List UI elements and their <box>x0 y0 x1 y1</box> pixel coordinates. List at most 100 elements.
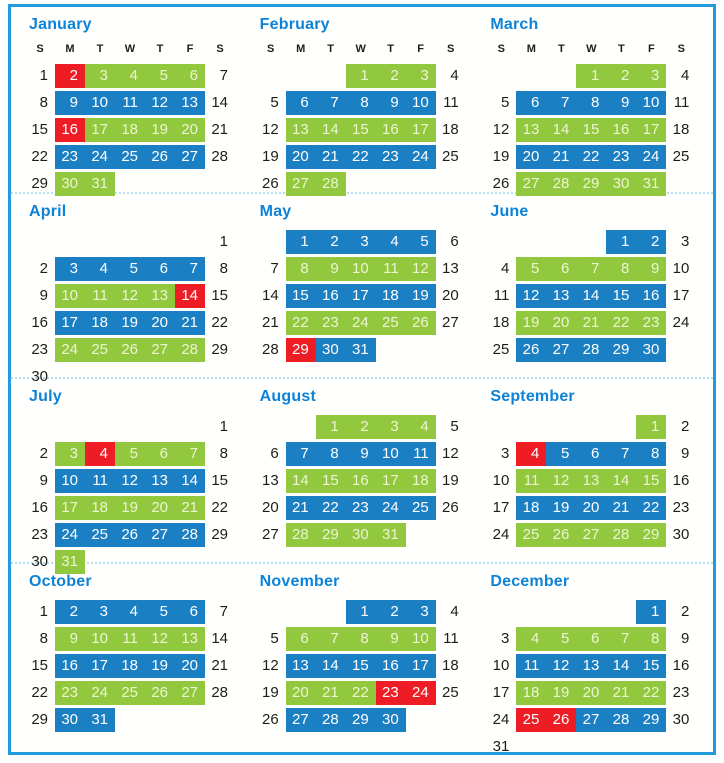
week-row: 26 27 28 29 30 31 <box>486 172 713 199</box>
weekday-label: T <box>327 43 335 55</box>
day-cell: 24 <box>405 681 436 705</box>
weeks-grid: 1 2 3 4 5 6 7 8 9 10 11 12 13 14 15 16 17 18 19 20 21 22 23 24 2… <box>25 64 252 199</box>
weeks-grid: 1 2 3 4 5 6 7 8 9 10 11 12 13 14 15 16 17 18 19 20 21 22 23 24 2… <box>25 600 252 735</box>
day-cell: 8 <box>345 91 376 115</box>
day-cell: 5 <box>546 442 577 466</box>
day-cell: 28 <box>315 172 346 196</box>
week-row: 23 24 25 26 27 28 29 <box>25 338 252 365</box>
day-cell: 3 <box>405 600 436 624</box>
day-cell: 6 <box>576 627 607 651</box>
week-row: 4 5 6 7 8 9 10 <box>486 257 713 284</box>
day-cell: 17 <box>492 499 510 516</box>
day-cell: 21 <box>175 496 205 520</box>
day-cell: 26 <box>405 311 436 335</box>
day-cell: 3 <box>501 445 510 462</box>
day-cell: 15 <box>345 654 376 678</box>
day-cell: 5 <box>450 418 459 435</box>
day-cell: 30 <box>345 523 376 547</box>
day-cell: 2 <box>636 230 667 254</box>
week-row: 22 23 24 25 26 27 28 <box>25 681 252 708</box>
day-cell: 11 <box>115 91 145 115</box>
weekday-label: S <box>447 43 455 55</box>
day-cell: 29 <box>345 708 376 732</box>
day-cell: 26 <box>546 523 577 547</box>
empty-cell <box>286 415 316 439</box>
day-cell: 23 <box>55 145 85 169</box>
week-row: 21 22 23 24 25 26 27 <box>256 311 483 338</box>
day-cell: 1 <box>636 415 667 439</box>
day-cell: 15 <box>31 121 48 138</box>
day-cell: 4 <box>375 230 406 254</box>
weekday-label: T <box>96 43 104 55</box>
day-cell: 10 <box>345 257 376 281</box>
day-cell: 1 <box>576 64 607 88</box>
week-row: 17 18 19 20 21 22 23 <box>486 496 713 523</box>
day-cell: 16 <box>375 118 406 142</box>
week-row: 1 <box>25 415 252 442</box>
day-cell: 4 <box>115 64 145 88</box>
month-title: November <box>259 573 340 590</box>
day-cell: 11 <box>443 630 459 647</box>
day-cell: 6 <box>175 600 205 624</box>
month-june: June 1 2 3 4 5 6 7 8 9 10 11 12 13 14 15 16 17 18 19 20 21 22… <box>482 194 713 377</box>
day-cell: 2 <box>375 600 406 624</box>
day-cell: 22 <box>31 148 48 165</box>
day-cell: 25 <box>441 148 459 165</box>
day-cell: 17 <box>405 654 436 678</box>
day-cell: 22 <box>315 496 346 520</box>
day-cell: 24 <box>85 681 115 705</box>
day-cell: 1 <box>219 233 228 250</box>
week-row: 9 10 11 12 13 14 15 <box>25 284 252 311</box>
day-cell: 5 <box>501 94 510 111</box>
empty-cell <box>145 230 175 254</box>
week-row: 30 <box>25 365 252 392</box>
day-cell: 20 <box>145 311 175 335</box>
day-cell: 14 <box>261 287 279 304</box>
week-row: 26 27 28 <box>256 172 483 199</box>
day-cell: 11 <box>85 469 115 493</box>
empty-cell <box>286 600 316 624</box>
day-cell: 12 <box>546 469 577 493</box>
week-row: 24 25 26 27 28 29 30 <box>486 523 713 550</box>
week-row: 12 13 14 15 16 17 18 <box>256 118 483 145</box>
day-cell: 27 <box>576 708 607 732</box>
day-cell: 25 <box>672 148 690 165</box>
day-cell: 2 <box>681 603 690 620</box>
day-cell: 20 <box>175 654 205 678</box>
day-cell: 19 <box>145 654 175 678</box>
day-cell: 12 <box>516 284 547 308</box>
day-cell: 5 <box>145 600 175 624</box>
day-cell: 12 <box>261 657 279 674</box>
day-cell: 26 <box>145 681 175 705</box>
day-cell: 17 <box>345 284 376 308</box>
day-cell: 14 <box>576 284 607 308</box>
day-cell: 26 <box>261 711 279 728</box>
day-cell: 13 <box>175 91 205 115</box>
day-cell: 13 <box>516 118 547 142</box>
day-cell: 25 <box>441 684 459 701</box>
month-title: July <box>29 388 62 405</box>
weekday-label: M <box>526 43 536 55</box>
day-cell: 21 <box>315 145 346 169</box>
day-cell: 3 <box>85 600 115 624</box>
day-cell: 1 <box>39 67 48 84</box>
month-october: October 1 2 3 4 5 6 7 8 9 10 11 12 13 14 15 16 17 18 19 20 2… <box>21 564 252 747</box>
day-cell: 10 <box>636 91 667 115</box>
week-row: 5 6 7 8 9 10 11 <box>256 627 483 654</box>
day-cell: 6 <box>175 64 205 88</box>
day-cell: 4 <box>405 415 436 439</box>
day-cell: 6 <box>270 445 279 462</box>
day-cell: 30 <box>55 172 85 196</box>
day-cell: 15 <box>636 654 667 678</box>
month-may: May 1 2 3 4 5 6 7 8 9 10 11 12 13 14 15 16 17 18 19 20 21 22 2… <box>252 194 483 377</box>
day-cell: 9 <box>375 627 406 651</box>
day-cell: 22 <box>576 145 607 169</box>
day-cell: 16 <box>375 654 406 678</box>
week-row: 19 20 21 22 23 24 25 <box>256 681 483 708</box>
day-cell: 8 <box>606 257 637 281</box>
month-title: December <box>490 573 570 590</box>
empty-cell <box>486 230 516 254</box>
